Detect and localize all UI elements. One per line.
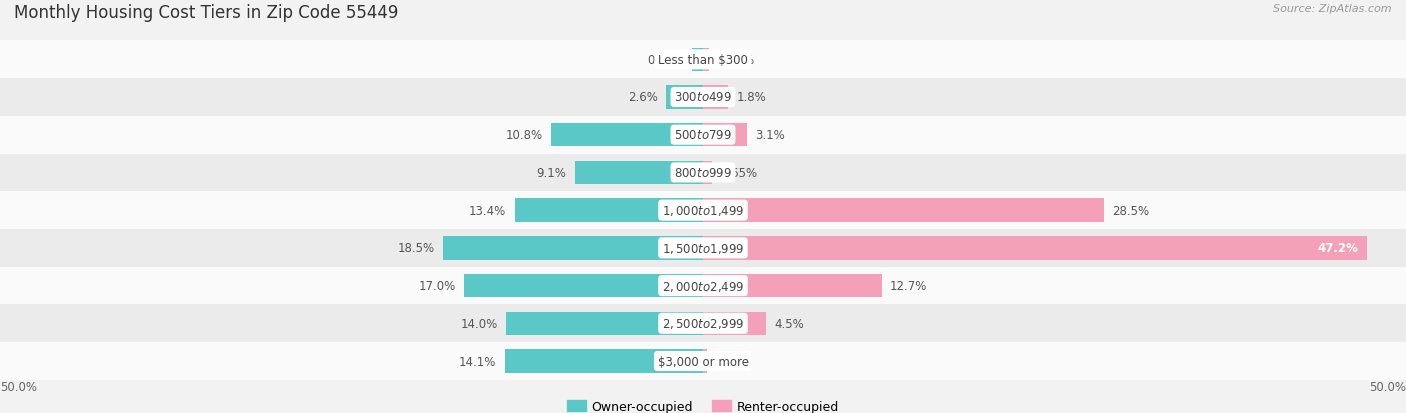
Bar: [693, 48, 703, 72]
Text: $2,000 to $2,499: $2,000 to $2,499: [662, 279, 744, 293]
Bar: [0, 267, 1406, 305]
Text: Source: ZipAtlas.com: Source: ZipAtlas.com: [1274, 4, 1392, 14]
Text: 14.1%: 14.1%: [458, 355, 496, 368]
Bar: [505, 349, 703, 373]
Bar: [703, 86, 728, 109]
Text: 9.1%: 9.1%: [537, 166, 567, 180]
Text: 14.0%: 14.0%: [461, 317, 498, 330]
Bar: [0, 342, 1406, 380]
Text: 13.4%: 13.4%: [470, 204, 506, 217]
Bar: [0, 79, 1406, 116]
Text: 12.7%: 12.7%: [890, 280, 928, 292]
Text: 1.8%: 1.8%: [737, 91, 766, 104]
Bar: [703, 274, 882, 297]
Bar: [443, 237, 703, 260]
Text: 2.6%: 2.6%: [628, 91, 658, 104]
Text: $3,000 or more: $3,000 or more: [658, 355, 748, 368]
Bar: [703, 237, 1367, 260]
Text: $1,500 to $1,999: $1,500 to $1,999: [662, 241, 744, 255]
Bar: [703, 48, 709, 72]
Bar: [0, 154, 1406, 192]
Text: 0.29%: 0.29%: [716, 355, 752, 368]
Text: $2,500 to $2,999: $2,500 to $2,999: [662, 316, 744, 330]
Text: 0.75%: 0.75%: [647, 54, 685, 66]
Text: 47.2%: 47.2%: [1317, 242, 1358, 255]
Text: $1,000 to $1,499: $1,000 to $1,499: [662, 204, 744, 218]
Bar: [703, 349, 707, 373]
Bar: [666, 86, 703, 109]
Text: 0.43%: 0.43%: [717, 54, 755, 66]
Bar: [0, 230, 1406, 267]
Bar: [0, 41, 1406, 79]
Legend: Owner-occupied, Renter-occupied: Owner-occupied, Renter-occupied: [562, 395, 844, 413]
Text: 50.0%: 50.0%: [1369, 380, 1406, 393]
Bar: [0, 192, 1406, 230]
Bar: [0, 116, 1406, 154]
Bar: [506, 312, 703, 335]
Bar: [703, 161, 713, 185]
Bar: [0, 305, 1406, 342]
Text: 0.65%: 0.65%: [721, 166, 758, 180]
Text: 17.0%: 17.0%: [419, 280, 456, 292]
Text: $800 to $999: $800 to $999: [673, 166, 733, 180]
Text: 18.5%: 18.5%: [398, 242, 434, 255]
Bar: [703, 124, 747, 147]
Text: 50.0%: 50.0%: [0, 380, 37, 393]
Text: 4.5%: 4.5%: [775, 317, 804, 330]
Text: Less than $300: Less than $300: [658, 54, 748, 66]
Bar: [464, 274, 703, 297]
Text: $300 to $499: $300 to $499: [673, 91, 733, 104]
Bar: [515, 199, 703, 222]
Text: $500 to $799: $500 to $799: [673, 129, 733, 142]
Text: 3.1%: 3.1%: [755, 129, 785, 142]
Text: Monthly Housing Cost Tiers in Zip Code 55449: Monthly Housing Cost Tiers in Zip Code 5…: [14, 4, 398, 22]
Bar: [551, 124, 703, 147]
Bar: [703, 199, 1104, 222]
Bar: [575, 161, 703, 185]
Text: 28.5%: 28.5%: [1112, 204, 1149, 217]
Text: 10.8%: 10.8%: [506, 129, 543, 142]
Bar: [703, 312, 766, 335]
